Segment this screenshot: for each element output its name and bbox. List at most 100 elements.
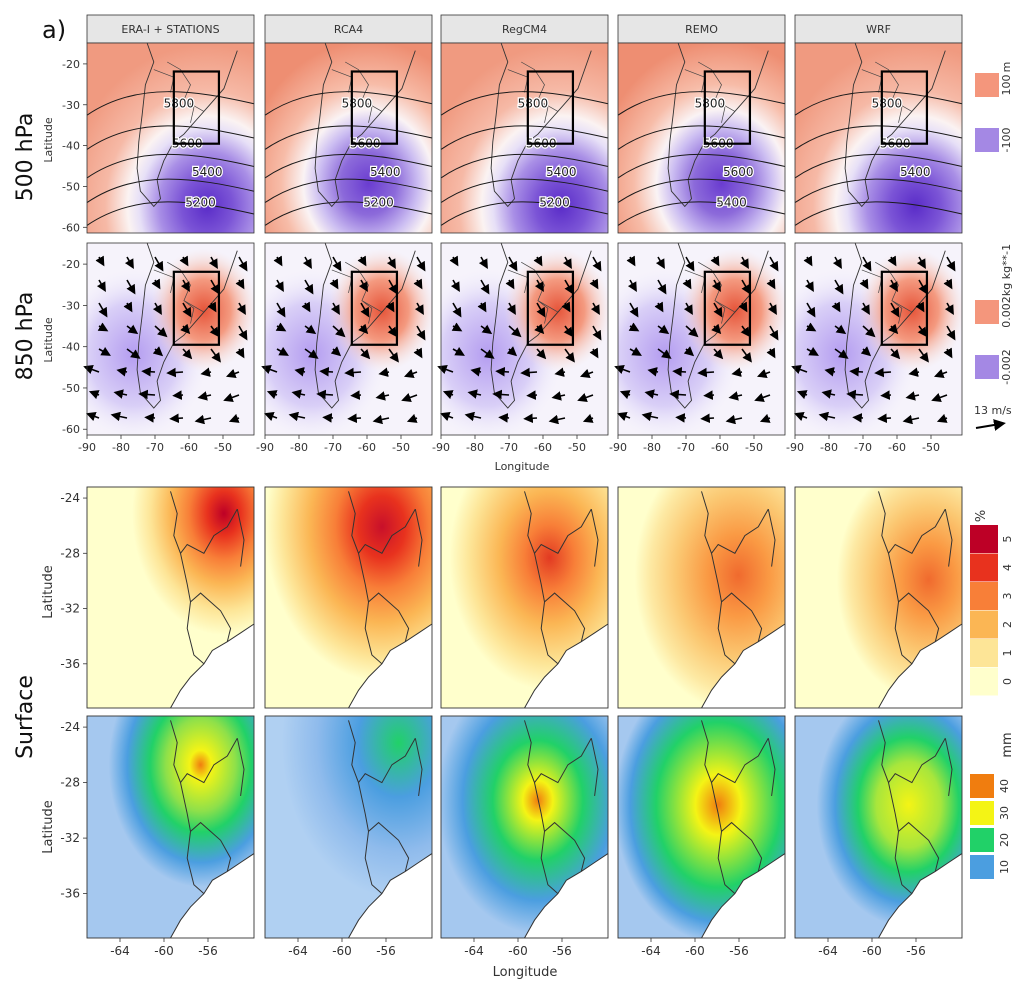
- wind-vector: [683, 346, 695, 357]
- wind-vector: [330, 302, 340, 315]
- legend-label-pct: 1: [1001, 650, 1014, 657]
- wind-vector: [151, 278, 161, 290]
- country-border: [878, 720, 953, 894]
- ytick-500: -40: [62, 140, 80, 153]
- xtick-upper: -80: [466, 441, 484, 454]
- wind-vector: [385, 301, 395, 313]
- coastline: [348, 623, 433, 709]
- wind-vector: [818, 411, 836, 422]
- q850-positive-anomaly: [618, 243, 785, 435]
- wind-vector: [358, 323, 369, 335]
- wind-vector: [304, 324, 317, 335]
- country-border: [878, 491, 953, 665]
- model-title: REMO: [685, 23, 718, 36]
- wind-vector: [592, 256, 602, 272]
- wind-vector: [683, 302, 693, 315]
- ylabel-pct: Latitude: [41, 565, 56, 619]
- wind-vector: [685, 256, 695, 272]
- wind-vector: [95, 255, 105, 267]
- wind-vector: [655, 256, 665, 269]
- legend-label-pct: 2: [1001, 621, 1014, 628]
- wind-vector: [548, 414, 566, 425]
- wind-vector: [235, 347, 245, 359]
- wind-vector: [862, 325, 876, 338]
- wind-vector: [452, 302, 462, 318]
- wind-vector: [533, 255, 543, 267]
- legend-label-q850: -0.002: [1000, 349, 1013, 384]
- wind-vector: [452, 346, 465, 356]
- wind-vector: [697, 367, 715, 378]
- ytick-850: -40: [62, 341, 80, 354]
- wind-vector: [846, 389, 864, 400]
- model-title: RCA4: [334, 23, 363, 36]
- contour-label: 5400: [370, 165, 401, 179]
- panel-frame: [86, 42, 255, 234]
- xtick-upper: -60: [888, 441, 906, 454]
- wind-vector: [629, 302, 639, 318]
- q850-positive-anomaly: [87, 243, 254, 435]
- xlabel-upper: Longitude: [495, 460, 550, 473]
- contour-label: 5200: [185, 195, 216, 209]
- ytick-850: -50: [62, 382, 80, 395]
- wind-vector: [582, 413, 594, 423]
- height-contour: [617, 201, 786, 226]
- wind-vector: [821, 389, 836, 399]
- wind-vector: [654, 301, 664, 313]
- wind-vector: [223, 392, 240, 402]
- study-region-box: [526, 70, 575, 145]
- wind-reference-label: 13 m/s: [974, 404, 1012, 417]
- wind-vector: [754, 392, 771, 402]
- wind-vector: [83, 365, 100, 375]
- ylabel-850: Latitude: [42, 317, 55, 363]
- wind-vector: [657, 324, 670, 335]
- ytick-500: -30: [62, 99, 80, 112]
- legend-unit-mm: mm: [1000, 732, 1015, 757]
- wind-vector: [536, 348, 547, 360]
- xtick-upper: -70: [500, 441, 518, 454]
- wind-vector: [933, 368, 948, 378]
- wind-vector: [238, 256, 248, 272]
- wind-vector: [208, 256, 218, 269]
- wind-vector: [641, 411, 659, 422]
- wind-vector: [344, 367, 362, 378]
- legend-unit-z500: m: [1000, 62, 1013, 73]
- xtick-lower: -60: [508, 944, 528, 958]
- wind-vector: [888, 323, 899, 335]
- xtick-lower: -64: [464, 944, 484, 958]
- xtick-lower: -56: [729, 944, 749, 958]
- height-contour: [264, 91, 433, 116]
- height-contour: [264, 201, 433, 226]
- wind-vector: [154, 256, 164, 272]
- wind-vector: [564, 279, 574, 295]
- model-title: WRF: [866, 23, 891, 36]
- wind-vector: [943, 347, 953, 359]
- wind-vector: [261, 365, 278, 375]
- wind-vector: [796, 390, 808, 400]
- panel-frame: [440, 42, 609, 234]
- wind-vector: [860, 346, 872, 357]
- model-title: ERA-I + STATIONS: [121, 23, 219, 36]
- country-border: [524, 491, 599, 665]
- wind-vector: [834, 348, 849, 359]
- height-contour: [264, 178, 433, 204]
- q850-positive-anomaly: [795, 243, 962, 435]
- wind-vector: [534, 323, 545, 335]
- xtick-lower: -56: [376, 944, 396, 958]
- ytick-mm: -32: [60, 831, 80, 845]
- wind-vector: [141, 366, 156, 377]
- wind-vector: [209, 325, 220, 338]
- wind-vector: [766, 347, 776, 359]
- wind-vector: [806, 302, 816, 318]
- wind-vector: [98, 302, 108, 318]
- xtick-upper: -90: [609, 441, 627, 454]
- xtick-upper: -70: [324, 441, 342, 454]
- wind-vector: [266, 390, 278, 400]
- wind-vector: [439, 412, 454, 422]
- contour-label: 5400: [192, 165, 223, 179]
- contour-label: 5600: [723, 165, 754, 179]
- panel-frame: [264, 42, 433, 234]
- wind-vector: [859, 278, 869, 290]
- wind-vector: [96, 279, 106, 292]
- ytick-pct: -28: [60, 546, 80, 560]
- legend-swatch-pct: [970, 553, 998, 582]
